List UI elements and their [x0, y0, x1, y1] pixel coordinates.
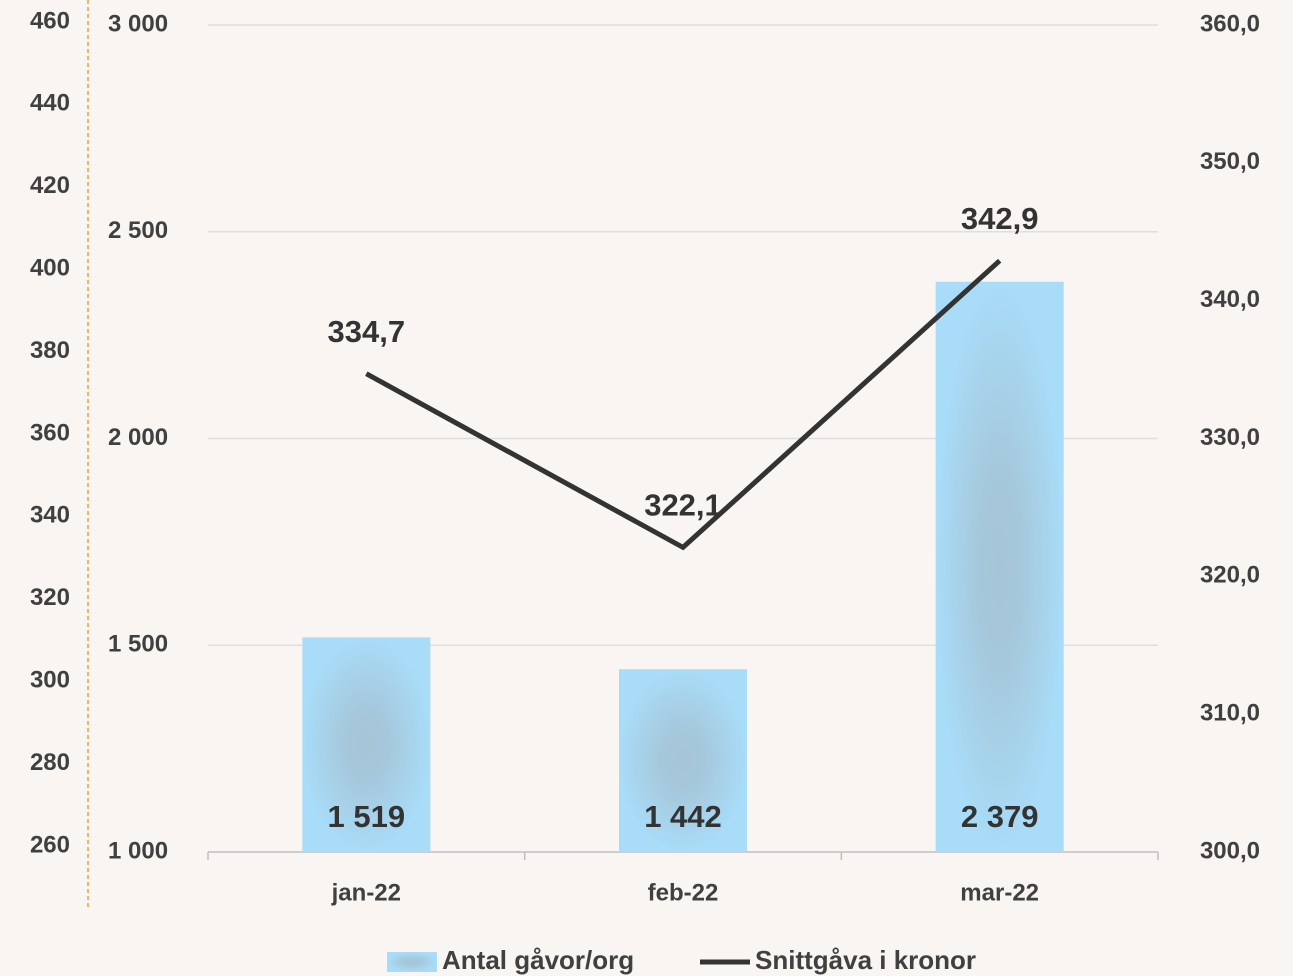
y2-tick-label: 300,0: [1200, 837, 1260, 864]
y2-tick-label: 360,0: [1200, 10, 1260, 37]
x-tick-label: jan-22: [331, 879, 401, 906]
y3-tick-label: 320: [30, 584, 70, 611]
legend-swatch: [387, 952, 437, 972]
x-tick-label: mar-22: [960, 879, 1039, 906]
data-label: 1 442: [644, 799, 722, 834]
y2-tick-label: 330,0: [1200, 424, 1260, 451]
y-tick-label: 3 000: [108, 10, 168, 37]
data-label: 322,1: [644, 488, 722, 523]
data-label: 2 379: [961, 799, 1039, 834]
data-label: 334,7: [328, 314, 406, 349]
y2-tick-label: 320,0: [1200, 562, 1260, 589]
y3-tick-label: 400: [30, 255, 70, 282]
data-label: 1 519: [328, 799, 406, 834]
y2-tick-label: 310,0: [1200, 700, 1260, 727]
y3-tick-label: 380: [30, 337, 70, 364]
bar: [935, 281, 1064, 852]
y3-tick-label: 340: [30, 502, 70, 529]
y3-tick-label: 460: [30, 7, 70, 34]
y3-tick-label: 260: [30, 831, 70, 858]
y3-tick-label: 440: [30, 90, 70, 117]
y3-tick-label: 280: [30, 749, 70, 776]
bar: [619, 669, 747, 852]
y3-tick-label: 360: [30, 419, 70, 446]
legend-label: Snittgåva i kronor: [755, 945, 976, 975]
y-tick-label: 1 500: [108, 631, 168, 658]
y-tick-label: 2 500: [108, 217, 168, 244]
data-label: 342,9: [961, 201, 1039, 236]
bar: [302, 637, 431, 852]
y-tick-label: 2 000: [108, 424, 168, 451]
line: [365, 258, 1002, 551]
y3-tick-label: 300: [30, 667, 70, 694]
y2-tick-label: 340,0: [1200, 286, 1260, 313]
y3-tick-label: 420: [30, 172, 70, 199]
legend-label: Antal gåvor/org: [442, 945, 634, 975]
y2-tick-label: 350,0: [1200, 148, 1260, 175]
y-tick-label: 1 000: [108, 837, 168, 864]
x-tick-label: feb-22: [648, 879, 719, 906]
